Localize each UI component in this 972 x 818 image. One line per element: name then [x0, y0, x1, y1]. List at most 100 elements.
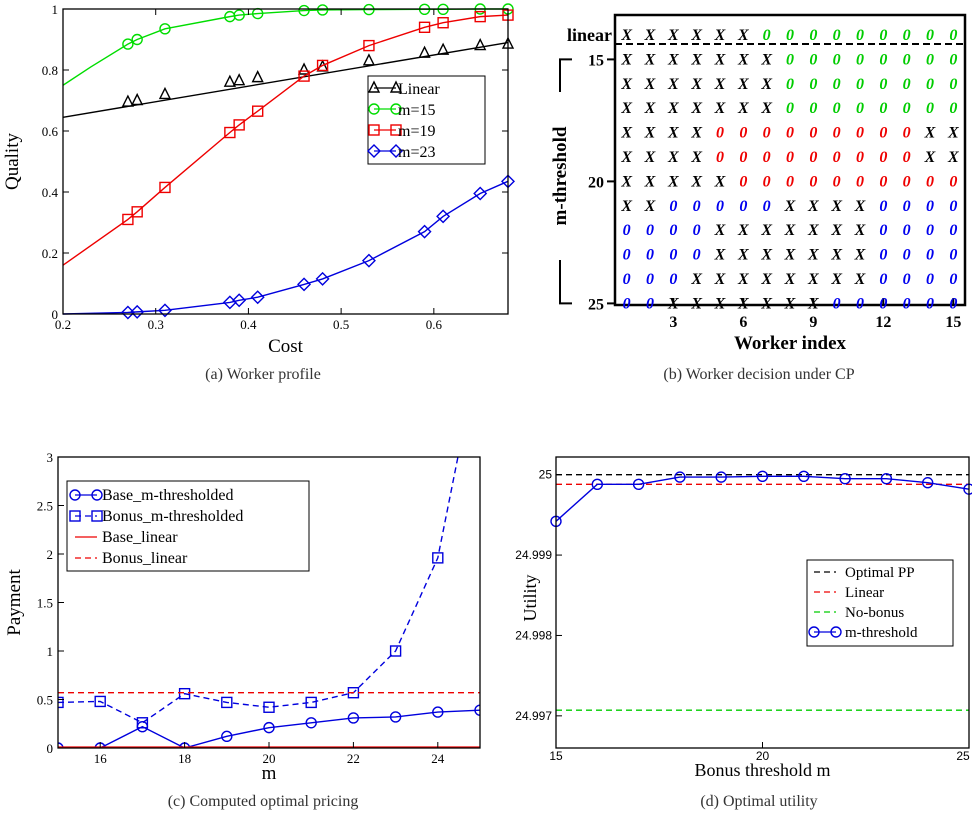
decision-cell: 0	[763, 198, 771, 215]
x-tick-label-c: 18	[178, 751, 191, 766]
decision-cell: 0	[879, 149, 887, 166]
decision-cell: X	[667, 295, 679, 312]
decision-cell: X	[830, 222, 842, 239]
decision-cell: 0	[833, 100, 841, 117]
decision-cell: X	[690, 295, 702, 312]
x-tick-label-d: 20	[756, 749, 770, 763]
decision-cell: 0	[786, 51, 794, 68]
data-point-m=15	[122, 38, 134, 50]
data-point-m-threshold	[880, 473, 893, 485]
legend-label-a: m=19	[398, 123, 435, 140]
decision-cell: 0	[716, 149, 724, 166]
decision-cell: X	[620, 100, 632, 117]
decision-cell: 0	[716, 198, 724, 215]
data-point-Bonus_m-thresholded	[389, 645, 402, 657]
y-tick-label-c: 1	[47, 644, 54, 659]
decision-cell: 0	[623, 295, 631, 312]
decision-cell: 0	[833, 51, 841, 68]
legend-entry-c-marker2	[91, 510, 103, 522]
y-axis-label-c: Payment	[4, 569, 25, 636]
decision-cell: X	[924, 149, 936, 166]
decision-cell: 0	[926, 27, 934, 44]
decision-cell: 0	[786, 100, 794, 117]
series-line-m-threshold	[555, 475, 970, 522]
decision-cell: 0	[856, 173, 864, 190]
data-point-Bonus_m-thresholded	[94, 695, 106, 708]
decision-cell: X	[737, 271, 749, 288]
decision-cell: X	[690, 76, 702, 93]
decision-cell: X	[830, 247, 842, 264]
decision-cell: X	[807, 247, 819, 264]
decision-cell: 0	[833, 295, 841, 312]
y-tick-label-d: 24.997	[515, 709, 552, 723]
legend-entry-a-marker2	[390, 124, 402, 136]
y-tick-label-d: 24.999	[515, 548, 552, 562]
data-point-Bonus_m-thresholded	[136, 717, 149, 729]
decision-cell: X	[644, 173, 656, 190]
data-point-m-threshold	[674, 471, 686, 483]
decision-cell: 0	[903, 198, 911, 215]
legend-entry-a-marker	[368, 124, 380, 136]
decision-cell: 0	[903, 295, 911, 312]
decision-cell: 0	[693, 222, 701, 239]
data-point-Linear	[297, 62, 311, 75]
decision-cell: 0	[926, 173, 934, 190]
row-tick-label-b: 25	[588, 296, 604, 313]
legend-a	[367, 75, 486, 165]
decision-cell: 0	[926, 100, 934, 117]
data-point-Linear	[474, 38, 487, 51]
decision-cell: 0	[833, 173, 841, 190]
data-point-Bonus_m-thresholded	[58, 696, 64, 709]
data-point-m-threshold	[756, 470, 769, 482]
caption-b: (b) Worker decision under CP	[663, 366, 855, 383]
legend-entry-d-marker2	[830, 626, 842, 638]
data-point-Bonus_m-thresholded	[263, 701, 275, 713]
decision-cell: 0	[926, 222, 934, 239]
data-point-Base_m-thresholded	[474, 704, 480, 716]
decision-cell: 0	[786, 173, 794, 190]
decision-cell: 0	[903, 247, 911, 264]
decision-cell: 0	[879, 76, 887, 93]
decision-cell: 0	[833, 125, 841, 142]
decision-cell: X	[690, 125, 702, 142]
decision-cell: X	[784, 271, 796, 288]
decision-cell: 0	[949, 222, 957, 239]
y-tick-label-a: 1	[52, 2, 59, 17]
data-point-Base_m-thresholded	[263, 721, 275, 734]
data-point-Bonus_m-thresholded	[178, 687, 191, 700]
decision-cell: X	[784, 222, 796, 239]
x-tick-label-a: 0.3	[148, 317, 164, 332]
data-point-m=15	[131, 33, 143, 46]
decision-cell: 0	[903, 271, 911, 288]
decision-cell: 0	[879, 100, 887, 117]
decision-cell: X	[620, 76, 632, 93]
data-point-m=19	[363, 39, 375, 52]
data-point-m=15	[298, 4, 310, 17]
decision-cell: X	[830, 198, 842, 215]
decision-cell: 0	[739, 149, 747, 166]
legend-label-c: Bonus_linear	[102, 550, 188, 567]
caption-c: (c) Computed optimal pricing	[167, 793, 359, 810]
legend-box-a	[367, 75, 486, 165]
decision-cell: 0	[646, 295, 654, 312]
decision-cell: X	[644, 100, 656, 117]
decision-cell: 0	[879, 295, 887, 312]
legend-entry-a-marker	[367, 144, 381, 158]
legend-label-d: m-threshold	[845, 625, 918, 641]
x-tick-label-c: 20	[263, 751, 276, 766]
row-tick-label-b: 15	[588, 52, 604, 69]
decision-cell: 0	[739, 173, 747, 190]
x-tick-label-d: 15	[549, 749, 563, 763]
x-tick-label-b: 15	[945, 314, 961, 331]
data-point-m=19	[224, 126, 236, 139]
decision-cell: X	[667, 173, 679, 190]
decision-cell: 0	[903, 27, 911, 44]
y-tick-label-a: 0.2	[42, 246, 58, 261]
decision-cell: 0	[809, 76, 817, 93]
decision-cell: X	[644, 27, 656, 44]
decision-cell: X	[644, 76, 656, 93]
legend-label-c: Base_linear	[102, 529, 178, 546]
legend-entry-c-marker2	[91, 489, 103, 501]
decision-cell: X	[854, 198, 866, 215]
